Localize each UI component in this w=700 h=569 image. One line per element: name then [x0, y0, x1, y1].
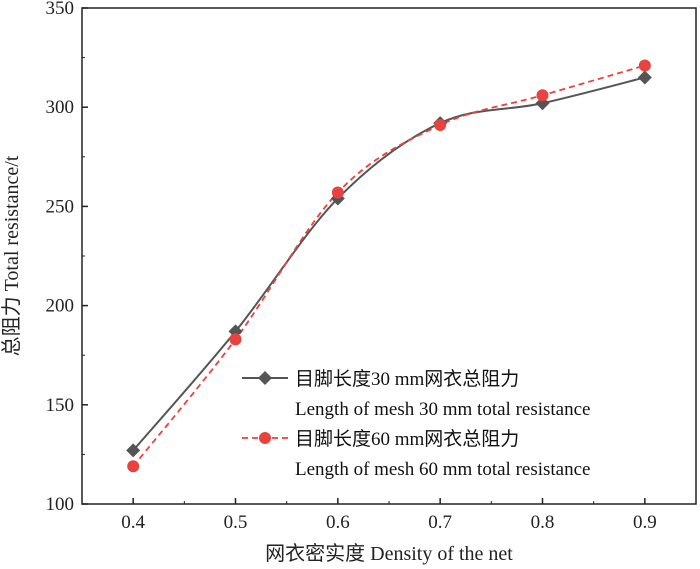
y-tick-label: 200 — [46, 296, 75, 317]
y-tick-label: 250 — [46, 196, 75, 217]
series-1-point — [434, 119, 447, 132]
series-1-point — [638, 59, 651, 72]
y-axis-title: 总阻力 Total resistance/t — [0, 155, 23, 356]
x-axis-title: 网衣密实度 Density of the net — [265, 542, 513, 565]
series-1-point — [229, 333, 242, 346]
y-tick-label: 350 — [46, 0, 75, 19]
legend-marker-60mm — [259, 432, 271, 444]
x-tick-label: 0.6 — [326, 512, 350, 533]
series-0-point — [637, 70, 652, 85]
series-1-point — [536, 89, 549, 102]
legend-label-60mm-en: Length of mesh 60 mm total resistance — [295, 459, 590, 480]
series-1-point — [127, 460, 140, 473]
x-tick-label: 0.4 — [121, 512, 145, 533]
legend-marker-30mm — [258, 371, 272, 385]
series-line-0 — [132, 76, 646, 452]
legend-label-30mm-en: Length of mesh 30 mm total resistance — [295, 399, 590, 420]
y-tick-label: 100 — [46, 494, 75, 515]
x-tick-label: 0.8 — [531, 512, 555, 533]
x-tick-label: 0.7 — [428, 512, 452, 533]
legend-label-30mm-cn: 目脚长度30 mm网衣总阻力 — [295, 368, 519, 390]
y-tick-label: 300 — [46, 97, 75, 118]
series-1-point — [331, 186, 344, 199]
legend: 目脚长度30 mm网衣总阻力 Length of mesh 30 mm tota… — [242, 368, 590, 480]
y-tick-label: 150 — [46, 395, 75, 416]
series-0-point — [126, 443, 141, 458]
x-tick-label: 0.9 — [633, 512, 657, 533]
legend-label-60mm-cn: 目脚长度60 mm网衣总阻力 — [295, 428, 519, 450]
x-tick-label: 0.5 — [224, 512, 248, 533]
